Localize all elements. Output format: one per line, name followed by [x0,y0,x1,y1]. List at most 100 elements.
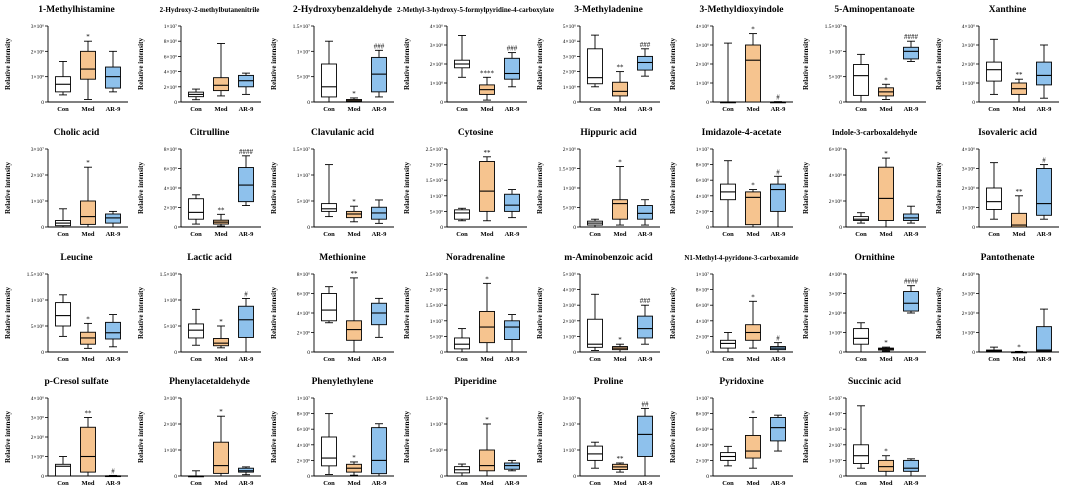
box-con: Con [55,61,71,113]
iqr-box [479,161,495,212]
y-axis-label: Relative intensity [669,287,677,339]
iqr-box [105,66,121,89]
y-tick-label: 3×10⁶ [31,24,44,30]
x-tick-label: Con [456,356,468,363]
box-mod: * Mod [479,416,495,487]
y-tick-label: 0 [41,474,44,480]
iqr-box [770,183,786,212]
y-tick-label: 0 [440,474,443,480]
x-tick-label: Mod [880,480,893,487]
x-tick-label: Mod [614,231,627,238]
panel-title: m-Aminobenzoic acid [564,253,653,263]
y-tick-label: 6×10⁶ [297,292,310,298]
panel-title: Imidazole-4-acetate [702,128,782,138]
y-tick-label: 1×10⁶ [563,85,576,91]
y-tick-label: 2×10⁶ [696,209,709,215]
x-tick-label: AR-9 [1037,356,1053,363]
y-tick-label: 1×10⁷ [696,272,709,278]
iqr-box [637,55,653,71]
y-tick-label: 1×10⁷ [31,199,44,205]
panel-citrulline: Citrulline Relative intensity 0 2×10⁶ 4×10⁶ 6… [137,128,261,238]
y-tick-label: 2×10⁶ [297,458,310,464]
panel-leucine: Leucine Relative intensity 0 5×10⁶ 1×10⁷ 1.5×… [4,253,128,363]
y-tick-label: 0 [839,225,842,231]
iqr-box [371,302,387,326]
y-tick-label: 8×10⁶ [696,288,709,294]
panel-title: Indole-3-carboxaldehyde [832,128,918,137]
iqr-box [346,320,362,341]
y-tick-label: 1.5×10⁷ [825,24,842,30]
iqr-box [504,320,520,340]
panel-hippuric-acid: Hippuric acid Relative intensity 0 5×10⁵ 1×1… [536,128,660,238]
box-mod: * Mod [213,318,229,363]
panel-phenylacetaldehyde: Phenylacetaldehyde Relative intensity 0 1×1… [137,377,261,487]
panel-phenylethylene: Phenylethylene Relative intensity 0 2×10⁶ 4×… [270,377,394,487]
y-tick-label: 1×10⁷ [31,298,44,304]
box-con: Con [986,346,1002,363]
y-axis-label: Relative intensity [270,411,278,463]
panel-title: 1-Methylhistamine [38,5,115,15]
y-tick-label: 4×10⁶ [297,443,310,449]
panel-lactic-acid: Lactic acid Relative intensity 0 5×10⁷ 1×10⁸… [137,253,261,363]
y-tick-label: 4×10⁶ [962,272,975,278]
y-tick-label: 4×10⁶ [164,70,177,76]
x-tick-label: Mod [481,231,494,238]
box-ar-9: AR-9 [903,205,919,238]
panel-title: Xanthine [989,5,1026,15]
significance-mark: * [751,410,755,418]
significance-mark: ** [484,149,492,157]
significance-mark: * [618,336,622,344]
significance-mark: * [1017,343,1021,351]
y-axis-label: Relative intensity [4,38,12,90]
y-tick-label: 0 [706,474,709,480]
x-tick-label: Mod [215,480,228,487]
x-tick-label: AR-9 [638,106,654,113]
panel-title: Cytosine [458,128,493,138]
panel-clavulanic-acid: Clavulanic acid Relative intensity 0 5×10⁶ 1… [270,128,394,238]
x-tick-label: Con [57,480,69,487]
panel-p-cresol-sulfate: p-Cresol sulfate Relative intensity 0 1×10⁶… [4,377,128,487]
iqr-box [1036,168,1052,216]
y-tick-label: 1.5×10⁷ [426,178,443,184]
panel-title: Proline [594,377,623,387]
y-axis-label: Relative intensity [935,287,943,339]
significance-mark: * [618,159,622,167]
significance-mark: # [1042,157,1046,165]
significance-mark: ### [374,42,385,50]
iqr-box [321,203,337,212]
y-tick-label: 2×10⁶ [164,85,177,91]
x-tick-label: Mod [82,356,95,363]
y-tick-label: 2.5×10⁷ [426,147,443,153]
box-mod: ** Mod [479,149,495,238]
x-tick-label: AR-9 [372,480,388,487]
panel-title: 3-Methyldioxyindole [700,5,784,15]
x-tick-label: Con [722,106,734,113]
panel-3-methyladenine: 3-Methyladenine Relative intensity 0 1×10⁶ 2… [536,5,660,113]
y-tick-label: 4×10⁶ [297,311,310,317]
box-mod: * Mod [80,33,96,113]
x-tick-label: AR-9 [239,356,255,363]
x-tick-label: AR-9 [239,231,255,238]
box-con: Con [720,160,736,238]
y-tick-label: 1×10⁶ [430,81,443,87]
box-con: Con [188,470,204,487]
y-tick-label: 2×10⁶ [696,458,709,464]
x-tick-label: Mod [880,106,893,113]
y-tick-label: 8×10⁶ [696,163,709,169]
box-con: Con [188,194,204,238]
y-tick-label: 2×10⁶ [164,422,177,428]
y-tick-label: 1×10⁷ [430,422,443,428]
panel-title: Lactic acid [187,253,232,263]
box-mod: ** Mod [612,455,628,487]
y-tick-label: 1.5×10⁸ [160,272,177,278]
y-tick-label: 3×10⁶ [31,416,44,422]
iqr-box [504,193,520,212]
significance-mark: * [884,76,888,84]
box-con: Con [454,35,470,113]
significance-mark: ** [1016,71,1024,79]
x-tick-label: Mod [348,231,361,238]
box-ar-9: # AR-9 [770,168,786,238]
x-tick-label: Con [988,106,1000,113]
x-tick-label: AR-9 [638,356,654,363]
